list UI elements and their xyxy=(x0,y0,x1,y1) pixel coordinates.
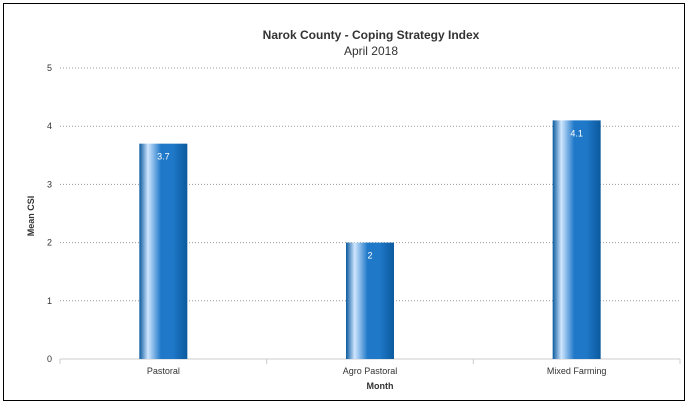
x-axis-ticks: Pastoral Agro Pastoral Mixed Farming xyxy=(59,359,681,376)
bar xyxy=(346,242,394,359)
x-tick-label: Agro Pastoral xyxy=(343,366,398,376)
y-axis-ticks: 0 1 2 3 4 5 xyxy=(47,63,52,364)
chart-subtitle: April 2018 xyxy=(344,44,398,58)
data-label: 4.1 xyxy=(570,128,583,138)
chart-title: Narok County - Coping Strategy Index xyxy=(263,28,480,42)
y-tick-label: 4 xyxy=(47,121,52,131)
data-label: 2 xyxy=(367,251,372,261)
x-axis-title: Month xyxy=(367,381,394,391)
bar xyxy=(552,120,601,359)
x-tick-label: Pastoral xyxy=(147,366,180,376)
data-label: 3.7 xyxy=(157,152,170,162)
x-tick-label: Mixed Farming xyxy=(547,366,607,376)
y-tick-label: 5 xyxy=(47,63,52,73)
bars: 3.7 2 4.1 xyxy=(139,120,601,359)
y-tick-label: 3 xyxy=(47,179,52,189)
bar xyxy=(139,143,188,359)
y-tick-label: 0 xyxy=(47,354,52,364)
y-axis-title: Mean CSI xyxy=(26,196,36,237)
y-tick-label: 1 xyxy=(47,296,52,306)
y-tick-label: 2 xyxy=(47,238,52,248)
